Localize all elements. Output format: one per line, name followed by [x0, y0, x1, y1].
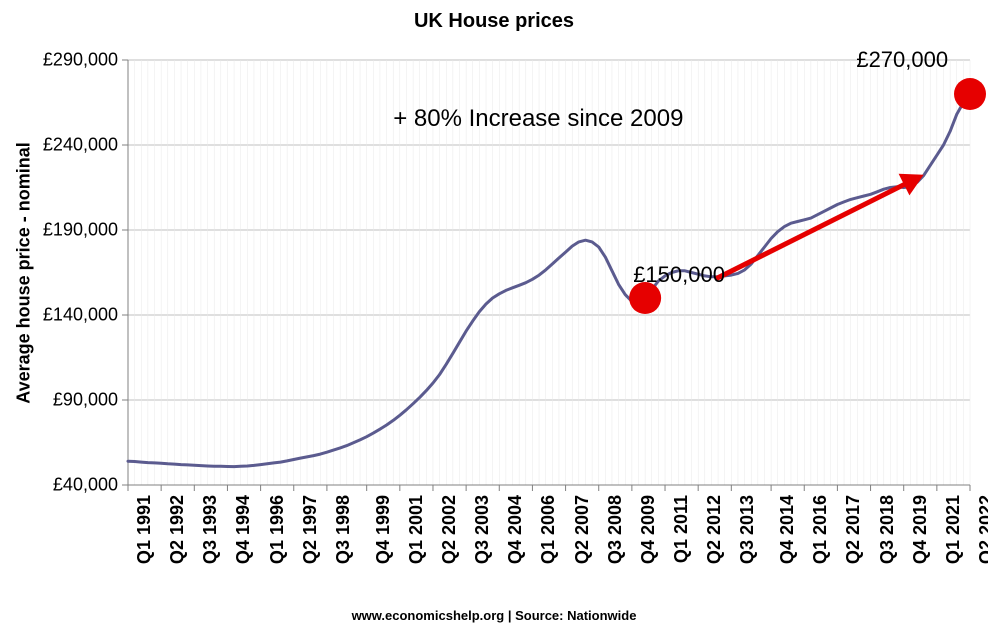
source-label: www.economicshelp.org | Source: Nationwi…: [0, 608, 988, 623]
x-tick-label: Q1 2011: [671, 495, 692, 563]
y-tick-label: £190,000: [43, 220, 118, 241]
x-tick-label: Q4 1994: [233, 495, 254, 564]
x-tick-label: Q4 2014: [777, 495, 798, 564]
x-tick-label: Q3 2013: [737, 495, 758, 564]
x-tick-label: Q4 2019: [910, 495, 931, 564]
x-tick-label: Q1 2001: [406, 495, 427, 564]
x-tick-label: Q1 2016: [810, 495, 831, 564]
x-tick-label: Q2 2012: [704, 495, 725, 564]
x-tick-label: Q2 1992: [167, 495, 188, 564]
x-tick-label: Q1 1996: [267, 495, 288, 564]
x-tick-label: Q3 2003: [472, 495, 493, 564]
y-axis-label: Average house price - nominal: [14, 142, 35, 403]
x-tick-label: Q3 1993: [200, 495, 221, 564]
annotation-text: £270,000: [856, 47, 948, 73]
y-tick-label: £140,000: [43, 305, 118, 326]
y-tick-label: £40,000: [53, 475, 118, 496]
y-tick-label: £90,000: [53, 390, 118, 411]
x-tick-label: Q4 2004: [505, 495, 526, 564]
x-tick-label: Q2 1997: [300, 495, 321, 564]
annotation-text: £150,000: [633, 262, 725, 288]
x-tick-label: Q4 1999: [373, 495, 394, 564]
x-tick-label: Q3 1998: [333, 495, 354, 564]
x-tick-label: Q2 2017: [843, 495, 864, 564]
annotation-text: + 80% Increase since 2009: [393, 105, 683, 133]
chart-container: UK House prices Average house price - no…: [0, 0, 988, 631]
x-tick-label: Q2 2002: [439, 495, 460, 564]
y-tick-label: £240,000: [43, 135, 118, 156]
x-tick-label: Q1 2021: [943, 495, 964, 564]
x-tick-label: Q4 2009: [638, 495, 659, 564]
x-tick-label: Q3 2008: [605, 495, 626, 564]
x-tick-label: Q2 2007: [572, 495, 593, 564]
x-tick-label: Q1 1991: [134, 495, 155, 564]
chart-title: UK House prices: [0, 10, 988, 33]
x-tick-label: Q2 2022: [976, 495, 988, 564]
y-tick-label: £290,000: [43, 50, 118, 71]
x-tick-label: Q1 2006: [538, 495, 559, 564]
x-tick-label: Q3 2018: [877, 495, 898, 564]
